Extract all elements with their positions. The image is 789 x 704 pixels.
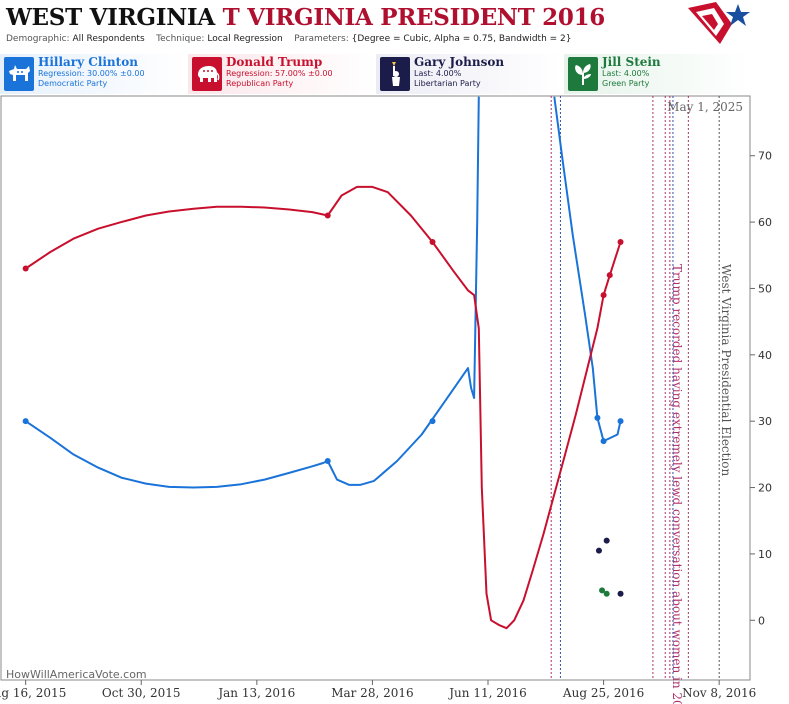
series-line-donald-trump bbox=[25, 185, 622, 630]
x-tick-label: Nov 8, 2016 bbox=[682, 686, 756, 700]
data-point-hillary-clinton bbox=[600, 438, 607, 445]
data-point-donald-trump bbox=[600, 292, 607, 299]
data-point-jill-stein bbox=[599, 587, 606, 594]
title-main: WEST VIRGINIA bbox=[6, 4, 215, 31]
page-title: WEST VIRGINIA T VIRGINIA PRESIDENT 2016 bbox=[6, 4, 605, 31]
legend-name: Donald Trump bbox=[226, 55, 323, 69]
legend-item-stein[interactable]: Jill Stein Last: 4.00% Green Party bbox=[564, 54, 751, 94]
y-tick-label: 10 bbox=[758, 548, 772, 561]
param-key-technique: Technique: bbox=[156, 34, 205, 44]
series-line-hillary-clinton bbox=[553, 96, 622, 443]
series-line-hillary-clinton bbox=[25, 96, 480, 489]
legend-party: Libertarian Party bbox=[414, 79, 481, 88]
data-point-hillary-clinton bbox=[324, 458, 331, 464]
chart-header: WEST VIRGINIA T VIRGINIA PRESIDENT 2016 … bbox=[0, 0, 789, 50]
data-point-jill-stein bbox=[603, 590, 610, 597]
x-tick-label: Oct 30, 2015 bbox=[102, 686, 181, 700]
legend-last: Last: 4.00% bbox=[414, 69, 462, 78]
legend-item-trump[interactable]: Donald Trump Regression: 57.00% ±0.00 Re… bbox=[188, 54, 375, 94]
data-point-gary-johnson bbox=[595, 547, 602, 554]
legend-item-johnson[interactable]: Gary Johnson Last: 4.00% Libertarian Par… bbox=[376, 54, 563, 94]
parameters-line: Demographic: All Respondents Technique: … bbox=[6, 34, 572, 44]
elephant-icon bbox=[192, 57, 222, 91]
legend-last: Last: 4.00% bbox=[602, 69, 650, 78]
x-tick-label: Aug 25, 2016 bbox=[562, 686, 644, 700]
event-label: West Virginia Presidential Election bbox=[719, 264, 733, 477]
legend-party: Green Party bbox=[602, 79, 650, 88]
param-key-demographic: Demographic: bbox=[6, 34, 70, 44]
legend-regression: Regression: 57.00% ±0.00 bbox=[226, 69, 333, 78]
legend-name: Gary Johnson bbox=[414, 55, 505, 69]
liberty-torch-icon bbox=[380, 57, 410, 91]
donkey-icon bbox=[4, 57, 34, 91]
data-point-donald-trump bbox=[429, 239, 436, 245]
data-point-donald-trump bbox=[606, 272, 613, 279]
leaf-icon bbox=[568, 57, 598, 91]
param-value-parameters: {Degree = Cubic, Alpha = 0.75, Bandwidth… bbox=[351, 34, 572, 44]
data-point-donald-trump bbox=[617, 239, 624, 245]
legend-name: Hillary Clinton bbox=[38, 55, 138, 69]
legend-party: Republican Party bbox=[226, 79, 294, 88]
legend-name: Jill Stein bbox=[602, 55, 661, 69]
y-tick-label: 0 bbox=[758, 614, 765, 627]
date-stamp: May 1, 2025 bbox=[667, 100, 743, 114]
x-tick-label: Jan 13, 2016 bbox=[216, 686, 295, 700]
y-tick-label: 40 bbox=[758, 349, 772, 362]
legend-party: Democratic Party bbox=[38, 79, 108, 88]
y-tick-label: 50 bbox=[758, 282, 772, 295]
data-point-donald-trump bbox=[22, 265, 29, 272]
y-tick-label: 20 bbox=[758, 482, 772, 495]
plot-frame bbox=[0, 95, 751, 681]
y-tick-label: 70 bbox=[758, 150, 772, 163]
y-tick-label: 30 bbox=[758, 415, 772, 428]
data-point-gary-johnson bbox=[603, 537, 610, 544]
data-point-hillary-clinton bbox=[22, 418, 29, 425]
legend-regression: Regression: 30.00% ±0.00 bbox=[38, 69, 145, 78]
param-value-demographic: All Respondents bbox=[72, 34, 145, 44]
event-label: Trump recorded having extremely lewd con… bbox=[670, 264, 684, 704]
watermark: HowWillAmericaVote.com bbox=[6, 668, 147, 681]
data-point-hillary-clinton bbox=[594, 414, 601, 421]
data-point-hillary-clinton bbox=[617, 418, 624, 425]
x-tick-label: Mar 28, 2016 bbox=[331, 686, 413, 700]
x-tick-label: Jun 11, 2016 bbox=[447, 686, 527, 700]
y-tick-label: 60 bbox=[758, 216, 772, 229]
legend-item-clinton[interactable]: Hillary Clinton Regression: 30.00% ±0.00… bbox=[0, 54, 187, 94]
title-sub: T VIRGINIA PRESIDENT 2016 bbox=[222, 4, 606, 31]
data-point-hillary-clinton bbox=[429, 418, 436, 425]
data-point-gary-johnson bbox=[617, 590, 624, 597]
site-logo-icon bbox=[688, 2, 750, 44]
param-value-technique: Local Regression bbox=[207, 34, 283, 44]
param-key-parameters: Parameters: bbox=[294, 34, 349, 44]
x-tick-label: Aug 16, 2015 bbox=[0, 686, 66, 700]
data-point-donald-trump bbox=[324, 212, 331, 219]
